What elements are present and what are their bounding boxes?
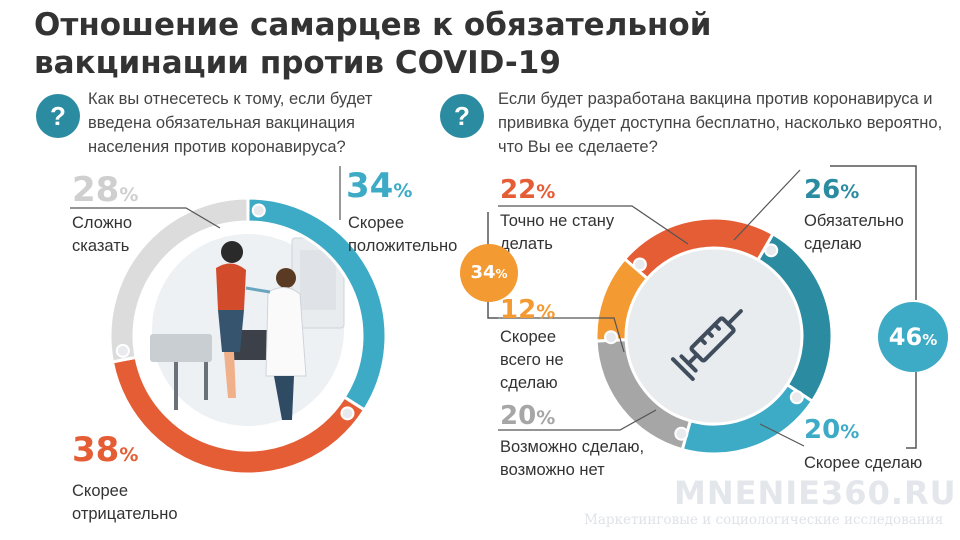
slice-rather-yes-marker: [789, 390, 804, 405]
pct-rather-not: 12%: [500, 295, 556, 325]
pct-negative: 38%: [72, 430, 139, 470]
slice-definitely-not: [622, 216, 776, 281]
leader-line: [498, 317, 625, 353]
right-donut-chart: [594, 216, 834, 456]
slice-hard-to-say-marker: [115, 343, 130, 358]
left-donut-chart: [108, 196, 388, 476]
pct-positive: 34%: [346, 166, 413, 206]
watermark-tagline: Маркетинговые и социологические исследов…: [584, 512, 944, 528]
left-question: Как вы отнесетесь к тому, если будет вве…: [88, 90, 373, 156]
pct-rather-yes: 20%: [804, 415, 860, 445]
slice-negative-marker: [340, 406, 355, 421]
page-title: Отношение самарцев к обязательной вакцин…: [34, 7, 712, 81]
watermark-brand: MNENIE360.RU: [674, 474, 957, 512]
label-positive: Скорее положительно: [348, 214, 458, 255]
donut-center: [626, 248, 802, 424]
right-question: Если будет разработана вакцина против ко…: [498, 90, 943, 156]
leader-line: [70, 207, 221, 229]
label-definitely: Обязательно сделаю: [804, 212, 904, 253]
slice-definitely-not-marker: [632, 257, 647, 272]
group-positive-bubble: 46%: [878, 302, 948, 372]
pct-definitely: 26%: [804, 175, 860, 205]
leader-line: [498, 205, 689, 245]
pct-hard-to-say: 28%: [72, 170, 139, 210]
label-negative: Скорее отрицательно: [72, 482, 178, 523]
question-icon: ?: [36, 94, 80, 138]
vaccination-illustration: [150, 234, 345, 426]
bracket-positive-top: [830, 165, 917, 300]
pct-definitely-not: 22%: [500, 175, 556, 205]
syringe-icon: [670, 309, 743, 382]
label-definitely-not: Точно не стану делать: [500, 212, 615, 253]
pct-maybe: 20%: [500, 401, 556, 431]
slice-definitely-marker: [764, 243, 779, 258]
group-negative-bubble: 34%: [460, 244, 518, 302]
leader-line: [733, 169, 801, 241]
bracket-positive-bottom: [906, 372, 917, 449]
slice-rather-not-marker: [604, 330, 619, 345]
leader-line: [498, 409, 657, 431]
label-rather-yes: Скорее сделаю: [804, 454, 923, 472]
slice-maybe-marker: [674, 426, 689, 441]
label-rather-not: Скорее всего не сделаю: [500, 328, 564, 392]
question-icon-right: ?: [440, 94, 484, 138]
leader-line: [759, 423, 805, 447]
label-maybe: Возможно сделаю, возможно нет: [500, 438, 645, 479]
label-hard-to-say: Сложно сказать: [72, 214, 133, 255]
slice-positive-marker: [251, 203, 266, 218]
